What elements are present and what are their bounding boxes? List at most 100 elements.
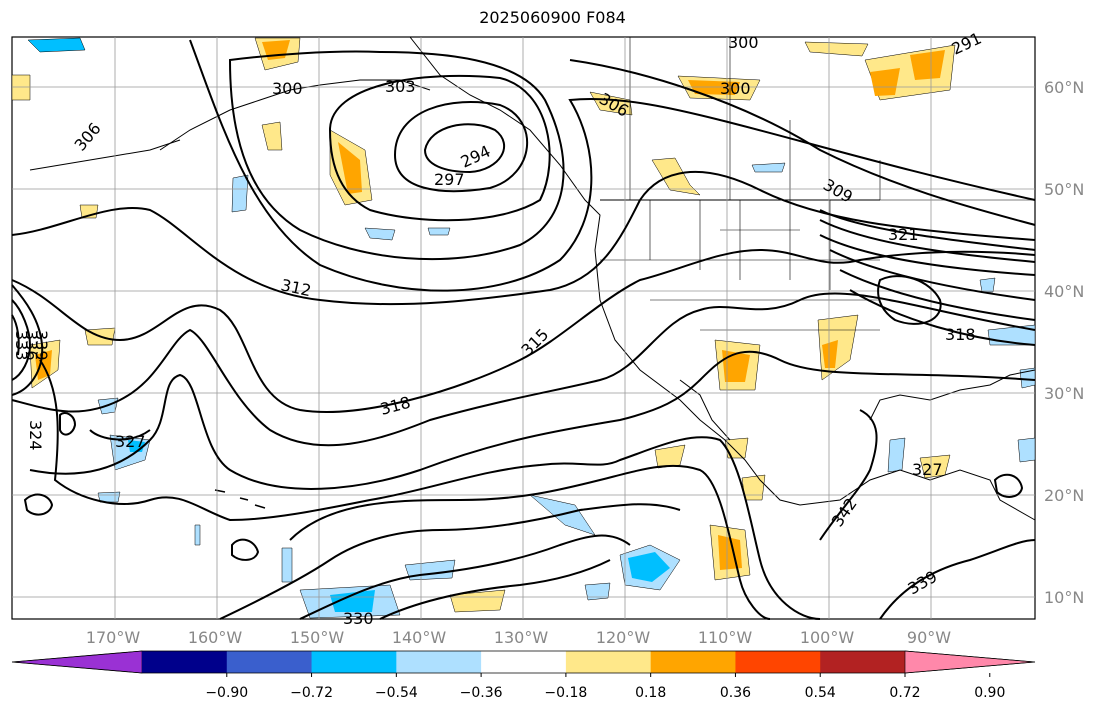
lat-label: 10°N bbox=[1044, 588, 1084, 607]
colorbar-swatch bbox=[650, 651, 736, 673]
contour-303 bbox=[228, 50, 565, 261]
contour-label: 300 bbox=[720, 79, 751, 98]
shade-patch bbox=[194, 524, 201, 546]
coastlines bbox=[29, 36, 1036, 521]
contour-label: 339 bbox=[32, 330, 51, 361]
colorbar-max-extend bbox=[904, 650, 1036, 674]
shade-patch bbox=[589, 91, 633, 116]
shade-patch bbox=[804, 41, 869, 57]
colorbar-swatch bbox=[142, 651, 228, 673]
colorbar-swatch bbox=[820, 651, 906, 673]
contour-342 bbox=[819, 409, 878, 541]
colorbar-tick-label: −0.18 bbox=[544, 685, 587, 701]
shade-patch bbox=[584, 582, 611, 601]
contour-label: 327 bbox=[115, 432, 146, 451]
shade-patch bbox=[11, 74, 31, 101]
colorbar-tick-label: 0.18 bbox=[635, 685, 666, 701]
colorbar-tick-label: 0.90 bbox=[974, 685, 1005, 701]
colorbar-tick-label: 0.72 bbox=[889, 685, 920, 701]
colorbar-tick-label: −0.72 bbox=[290, 685, 333, 701]
contour-label: 321 bbox=[888, 225, 919, 244]
shade-patch bbox=[1017, 437, 1036, 463]
coastline-baja bbox=[679, 379, 731, 441]
shade-patch bbox=[330, 590, 375, 612]
gridlines bbox=[12, 37, 1035, 619]
shade-patch bbox=[979, 277, 996, 293]
contour-336 bbox=[379, 559, 611, 620]
contour-318 bbox=[11, 292, 1036, 447]
shade-patch bbox=[427, 227, 451, 236]
shade-patch bbox=[281, 547, 293, 583]
colorbar-swatch bbox=[481, 651, 567, 673]
contour-lines bbox=[11, 39, 1036, 620]
lon-label: 120°W bbox=[596, 628, 651, 647]
coastline-alaska bbox=[159, 79, 431, 151]
contour-312 bbox=[11, 170, 1036, 306]
canada-provinces bbox=[629, 37, 1035, 201]
coastline-na-west bbox=[409, 36, 901, 506]
contour-label: 297 bbox=[434, 170, 465, 189]
contour-333 bbox=[299, 534, 631, 620]
colorbar-swatch bbox=[226, 651, 313, 673]
contour-label: 336 bbox=[22, 330, 41, 361]
coastline-yucatan bbox=[899, 469, 1036, 521]
lon-axis: 170°W 160°W 150°W 140°W 130°W 120°W 110°… bbox=[86, 628, 951, 647]
shade-patch bbox=[651, 157, 701, 196]
contour-label: 300 bbox=[272, 79, 303, 98]
contour-closed-small bbox=[23, 493, 54, 516]
shade-patch bbox=[449, 589, 506, 613]
contour-321 bbox=[29, 350, 1036, 490]
lat-axis: 60°N 50°N 40°N 30°N 20°N 10°N bbox=[1044, 78, 1084, 607]
colorbar-tick-label: 0.54 bbox=[805, 685, 836, 701]
contour-297 bbox=[393, 101, 529, 193]
contour-closed-sw2 bbox=[59, 412, 77, 436]
lat-label: 60°N bbox=[1044, 78, 1084, 97]
contour-339 bbox=[879, 539, 1036, 620]
contour-closed-se bbox=[993, 473, 1024, 498]
shade-patch bbox=[364, 227, 396, 241]
colorbar-tick-label: −0.54 bbox=[375, 685, 418, 701]
contour-306 bbox=[189, 39, 1036, 292]
lat-label: 50°N bbox=[1044, 180, 1084, 199]
contour-label: 300 bbox=[728, 33, 759, 52]
shade-patch bbox=[338, 142, 362, 194]
colorbar-tick-label: −0.90 bbox=[205, 685, 248, 701]
lon-label: 130°W bbox=[494, 628, 549, 647]
shade-patch bbox=[722, 350, 750, 382]
shade-patch bbox=[1019, 367, 1036, 389]
contour-label: 324 bbox=[26, 420, 45, 451]
lat-label: 20°N bbox=[1044, 486, 1084, 505]
shade-patch bbox=[628, 552, 670, 582]
shade-patch bbox=[724, 437, 749, 459]
contour-east-jet bbox=[819, 209, 1036, 346]
colorbar-tick-label: −0.36 bbox=[460, 685, 503, 701]
aleutians bbox=[29, 139, 181, 171]
contour-label: 333 bbox=[12, 330, 31, 361]
contour-330 bbox=[219, 503, 681, 620]
colorbar-min-extend bbox=[11, 650, 143, 674]
shade-patch bbox=[231, 174, 249, 213]
shade-patch bbox=[910, 50, 945, 80]
shade-patch bbox=[822, 340, 838, 368]
shade-patch bbox=[261, 121, 283, 151]
contour-label: 303 bbox=[385, 77, 416, 96]
shade-patch bbox=[751, 162, 786, 173]
contour-label: 330 bbox=[343, 609, 374, 628]
shade-patch bbox=[654, 444, 686, 469]
contour-324 bbox=[39, 359, 821, 620]
lon-label: 160°W bbox=[188, 628, 243, 647]
contour-label: 318 bbox=[945, 325, 976, 344]
lon-label: 140°W bbox=[392, 628, 447, 647]
contour-label: 327 bbox=[912, 460, 943, 479]
contour-309 bbox=[569, 59, 1036, 226]
contour-west-cluster bbox=[11, 284, 44, 396]
shade-patch bbox=[97, 491, 121, 503]
lon-label: 100°W bbox=[800, 628, 855, 647]
shade-patch bbox=[27, 37, 86, 53]
colorbar-swatch bbox=[565, 651, 652, 673]
coastline-gulf bbox=[869, 369, 1036, 421]
contour-300 bbox=[328, 75, 551, 222]
map-title: 2025060900 F084 bbox=[479, 8, 626, 27]
contour-315 bbox=[11, 248, 1036, 413]
